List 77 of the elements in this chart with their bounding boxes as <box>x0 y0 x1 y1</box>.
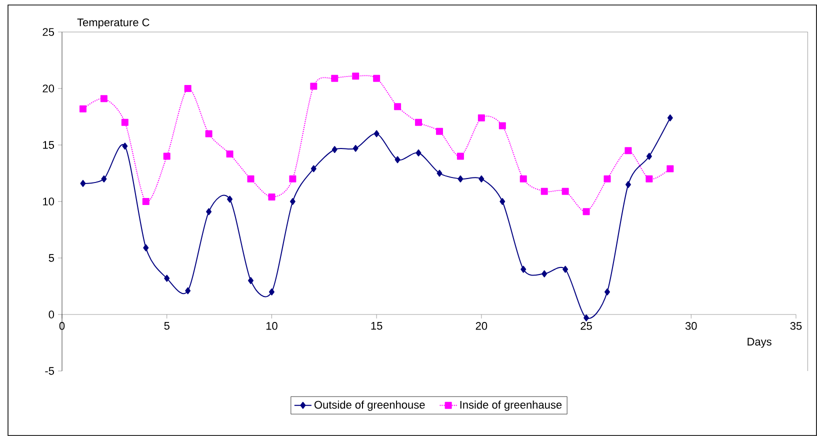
x-tick-label: 5 <box>164 322 170 330</box>
x-tick-label: 0 <box>59 322 65 330</box>
point <box>268 288 274 296</box>
point <box>478 114 485 122</box>
point <box>667 114 673 122</box>
point <box>205 130 212 138</box>
point <box>352 144 358 152</box>
point <box>540 188 548 195</box>
point <box>562 266 568 273</box>
point <box>373 74 380 82</box>
x-tick-label: 15 <box>371 322 382 330</box>
point <box>415 118 422 126</box>
point <box>227 196 233 203</box>
y-tick-label: 10 <box>43 198 54 206</box>
point <box>247 175 254 182</box>
y-tick-label: 5 <box>48 254 54 262</box>
point <box>456 152 464 160</box>
legend-label: Inside of greenhause <box>460 400 562 411</box>
x-tick-label: 35 <box>790 322 802 330</box>
point <box>184 84 192 92</box>
point <box>520 266 526 273</box>
point <box>332 146 338 154</box>
point <box>646 175 653 182</box>
point <box>268 193 276 200</box>
point <box>646 152 652 160</box>
point <box>226 150 234 158</box>
point <box>310 82 318 90</box>
point <box>498 122 506 130</box>
legend-label: Outside of greenhouse <box>314 400 425 411</box>
point <box>164 274 170 282</box>
point <box>436 170 442 177</box>
point <box>666 165 674 172</box>
point <box>248 277 254 284</box>
x-tick-label: 20 <box>476 322 488 330</box>
point <box>185 287 191 294</box>
point <box>562 188 569 195</box>
point <box>394 103 402 110</box>
point <box>142 198 150 205</box>
point <box>604 175 611 182</box>
point <box>121 118 128 126</box>
point <box>206 208 212 216</box>
y-tick-label: 15 <box>43 141 54 149</box>
point <box>416 149 422 156</box>
y-tick-label: 20 <box>42 84 54 92</box>
point <box>604 288 610 296</box>
point <box>79 105 86 112</box>
x-tick-label: 25 <box>580 322 592 330</box>
point <box>436 128 443 135</box>
point <box>122 142 128 150</box>
point <box>331 74 338 82</box>
point <box>520 175 527 182</box>
point <box>584 314 590 322</box>
x-tick-label: 10 <box>266 322 278 330</box>
y-tick-label: 25 <box>42 28 54 36</box>
x-tick-label: 30 <box>685 322 697 330</box>
point <box>394 156 400 164</box>
point <box>80 180 86 187</box>
point <box>374 130 380 138</box>
point <box>352 72 360 80</box>
point <box>290 198 296 205</box>
point <box>289 175 296 182</box>
point <box>625 181 631 188</box>
point <box>163 152 170 160</box>
point <box>624 147 632 154</box>
y-axis-title: Temperature C <box>77 18 150 28</box>
point <box>478 175 484 182</box>
point <box>143 244 149 252</box>
point <box>458 175 464 182</box>
point <box>100 95 108 102</box>
point <box>310 165 316 172</box>
point <box>101 175 107 182</box>
x-axis-title: Days <box>748 338 772 348</box>
point <box>542 270 548 278</box>
point <box>500 198 506 205</box>
y-tick-label: -5 <box>45 367 54 375</box>
point <box>582 208 590 216</box>
y-tick-label: 0 <box>48 310 54 318</box>
